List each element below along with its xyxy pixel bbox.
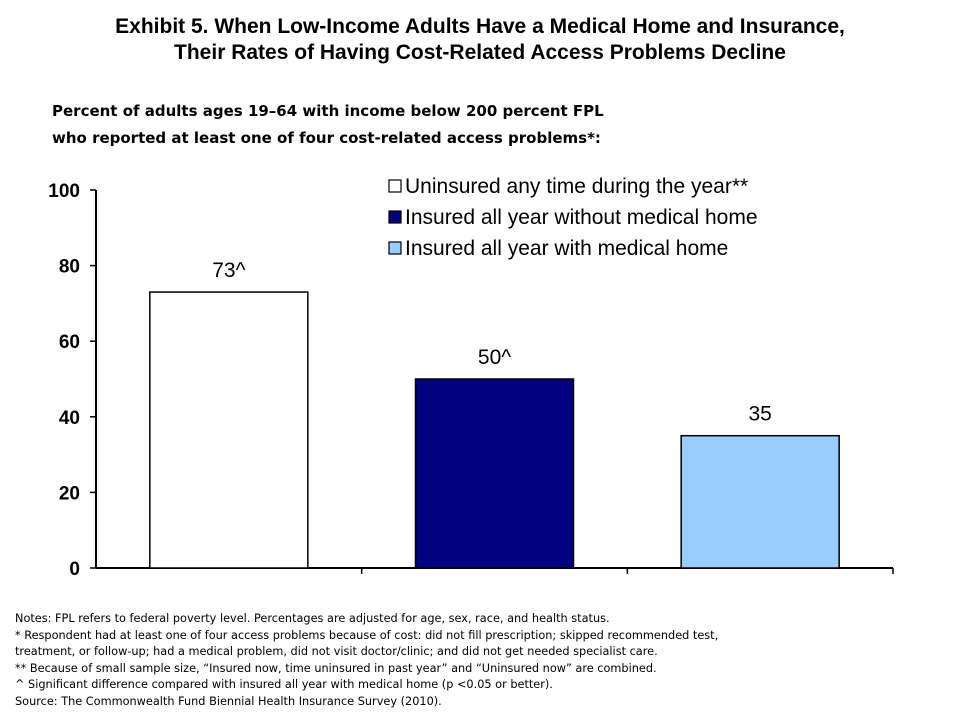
chart-notes: Notes: FPL refers to federal poverty lev… (15, 611, 945, 710)
note-line-4: ** Because of small sample size, “Insure… (15, 661, 657, 675)
legend-swatch (388, 179, 402, 193)
chart-data-labels: 73^ 50^ 35 (212, 259, 772, 426)
note-line-3: treatment, or follow-up; had a medical p… (15, 645, 658, 658)
chart-title-line-2: Their Rates of Having Cost-Related Acces… (174, 41, 786, 64)
legend-label: Uninsured any time during the year** (405, 175, 748, 198)
bar-data-label: 35 (748, 403, 771, 426)
chart-title: Exhibit 5. When Low-Income Adults Have a… (20, 14, 940, 66)
bar-data-label: 50^ (478, 346, 511, 369)
bar-chart: 0 20 40 60 80 100 73^ 50^ 35 Uninsured any time… (48, 175, 894, 580)
note-line-2: * Respondent had at least one of four ac… (15, 628, 719, 642)
note-line-1: Notes: FPL refers to federal poverty lev… (15, 612, 610, 625)
chart-legend: Uninsured any time during the year** Insu… (388, 175, 758, 260)
y-tick-label: 100 (48, 181, 80, 202)
y-tick-label: 80 (59, 257, 80, 278)
y-tick-label: 60 (59, 332, 80, 353)
note-line-5: ^ Significant difference compared with i… (15, 678, 553, 691)
legend-label: Insured all year with medical home (405, 237, 728, 260)
chart-bars (149, 291, 840, 569)
chart-subtitle: Percent of adults ages 19–64 with income… (52, 98, 752, 152)
y-tick-label: 20 (59, 483, 80, 504)
note-line-6: Source: The Commonwealth Fund Biennial H… (15, 694, 442, 708)
bar (414, 378, 575, 569)
chart-subtitle-line-2: who reported at least one of four cost-r… (52, 129, 601, 147)
chart-title-line-1: Exhibit 5. When Low-Income Adults Have a… (115, 15, 845, 38)
bar-data-label: 73^ (212, 259, 245, 282)
legend-swatch (388, 241, 402, 255)
legend-label: Insured all year without medical home (405, 206, 758, 229)
bar (680, 434, 840, 569)
bar (149, 291, 309, 569)
chart-subtitle-line-1: Percent of adults ages 19–64 with income… (52, 102, 604, 120)
legend-swatch (388, 210, 402, 224)
y-tick-label: 0 (69, 559, 80, 580)
y-tick-label: 40 (59, 408, 80, 429)
